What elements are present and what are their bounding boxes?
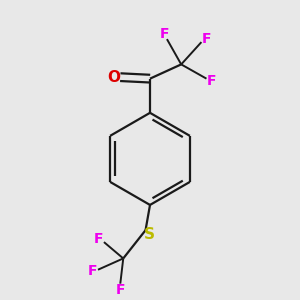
Text: F: F <box>94 232 103 246</box>
Text: F: F <box>202 32 211 46</box>
Text: F: F <box>160 27 169 41</box>
Text: F: F <box>88 264 98 278</box>
Text: S: S <box>144 226 154 242</box>
Text: F: F <box>116 283 126 297</box>
Text: F: F <box>207 74 217 88</box>
Text: O: O <box>107 70 120 85</box>
